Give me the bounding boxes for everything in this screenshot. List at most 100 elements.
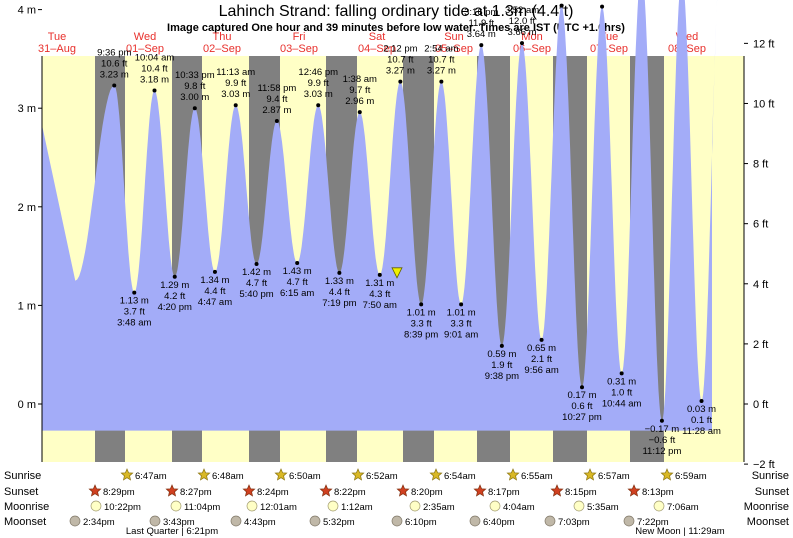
tide-time: 2:54 am [424, 44, 458, 55]
left-tick-label: 3 m [18, 103, 36, 115]
left-tick-label: 2 m [18, 202, 36, 214]
low-tide-label: 1.01 m3.3 ft9:01 am [444, 307, 478, 340]
moonset-icon [623, 515, 635, 527]
tide-ft: 0.1 ft [691, 415, 712, 426]
sunrise-icon [274, 468, 288, 481]
sunset-time: 8:17pm [488, 487, 520, 498]
right-tick-label: 0 ft [753, 399, 768, 411]
high-tide-point [600, 4, 605, 9]
tide-time: 1:38 am [343, 74, 377, 85]
day-date: 07–Sep [590, 43, 628, 55]
moonrise-time: 7:06am [667, 502, 699, 513]
sunrise-icon [197, 468, 211, 481]
high-tide-label: 11:58 pm9.4 ft2.87 m [257, 83, 296, 116]
tide-m: 3.27 m [427, 66, 456, 77]
tide-m: 1.01 m [407, 307, 436, 318]
tide-m: 3.27 m [386, 66, 415, 77]
high-tide-label: 4:07 pm13.3 ft4.04 m [547, 0, 576, 1]
sunset-icon [165, 484, 179, 497]
moonrise-icon [246, 500, 258, 512]
moonset-time: 4:43pm [244, 517, 276, 528]
high-tide-label: 12:46 pm9.9 ft3.03 m [298, 67, 338, 100]
tide-ft: 4.7 ft [246, 278, 267, 289]
sunset-icon [242, 484, 256, 497]
tide-ft: 0.6 ft [571, 401, 592, 412]
tide-m: 0.17 m [567, 390, 596, 401]
high-tide-point [398, 79, 403, 84]
high-tide-label: 1:38 am9.7 ft2.96 m [343, 74, 377, 107]
day-name: Mon [521, 31, 542, 43]
moonset-icon [469, 515, 481, 527]
tide-curve [42, 0, 718, 431]
tide-time: 10:27 pm [562, 412, 602, 423]
sunset-icon [319, 484, 333, 497]
tide-m: 3.03 m [221, 89, 250, 100]
low-tide-point [539, 337, 544, 342]
sunrise-icon [120, 468, 134, 481]
moonset-time: 7:22pm [637, 517, 669, 528]
low-tide-label: 1.33 m4.4 ft7:19 pm [322, 276, 356, 309]
chart-subtitle: Image captured One hour and 39 minutes b… [167, 22, 625, 34]
tide-ft: 10.7 ft [428, 55, 455, 66]
moonset-icon [149, 515, 161, 527]
moonset-time: 7:03pm [558, 517, 590, 528]
high-tide-point [519, 41, 524, 46]
moonrise-icon [653, 500, 665, 512]
tide-time: 10:44 am [602, 398, 642, 409]
tide-ft: 10.7 ft [387, 55, 414, 66]
low-tide-label: 1.34 m4.4 ft4:47 am [198, 275, 232, 308]
tide-m: 1.01 m [447, 307, 476, 318]
moonset-time: 5:32pm [323, 517, 355, 528]
sunrise-icon [583, 468, 597, 481]
tide-ft: 4.4 ft [329, 287, 350, 298]
day-date: 05–Sep [435, 43, 473, 55]
sunset-icon [627, 484, 641, 497]
tide-time: 9:01 am [444, 329, 478, 340]
moonset-icon [391, 515, 403, 527]
tide-ft: 9.7 ft [349, 85, 370, 96]
moonset-time: 2:34pm [83, 517, 115, 528]
right-tick-label: 10 ft [753, 98, 774, 110]
right-tick-label: 2 ft [753, 339, 768, 351]
moonrise-time: 10:22pm [104, 502, 141, 513]
tide-m: 3.66 m [507, 27, 536, 38]
left-tick-label: 1 m [18, 300, 36, 312]
moonrise-icon [170, 500, 182, 512]
sunrise-time: 6:48am [212, 471, 244, 482]
left-tick-label: 4 m [18, 5, 36, 17]
moonrise-icon [90, 500, 102, 512]
high-tide-point [357, 110, 362, 115]
day-name: Sat [369, 31, 386, 43]
tide-ft: 3.7 ft [124, 307, 145, 318]
tide-m: 0.31 m [607, 376, 636, 387]
moonset-icon [544, 515, 556, 527]
tide-m: 4.03 m [588, 0, 617, 2]
tide-time: 11:58 pm [257, 83, 296, 94]
sunrise-time: 6:52am [366, 471, 398, 482]
moonset-icon [69, 515, 81, 527]
low-tide-point [295, 261, 300, 266]
row-label-sunrise: Sunrise [4, 470, 41, 482]
high-tide-point [439, 79, 444, 84]
low-tide-point [419, 302, 424, 307]
moonrise-time: 1:12am [341, 502, 373, 513]
day-name: Wed [134, 31, 156, 43]
low-tide-label: 1.43 m4.7 ft6:15 am [280, 266, 314, 299]
tide-ft: 4.2 ft [164, 291, 185, 302]
right-tick-label: 12 ft [753, 38, 774, 50]
low-tide-point [172, 274, 177, 279]
high-tide-point [479, 43, 484, 48]
sunset-time: 8:15pm [565, 487, 597, 498]
low-tide-label: 1.31 m4.3 ft7:50 am [363, 278, 397, 311]
high-tide-point [192, 106, 197, 111]
current-level-marker [391, 267, 403, 279]
tide-ft: 4.3 ft [369, 289, 390, 300]
tide-time: 3:16 pm [464, 7, 498, 18]
tide-time: 12:46 pm [298, 67, 338, 78]
